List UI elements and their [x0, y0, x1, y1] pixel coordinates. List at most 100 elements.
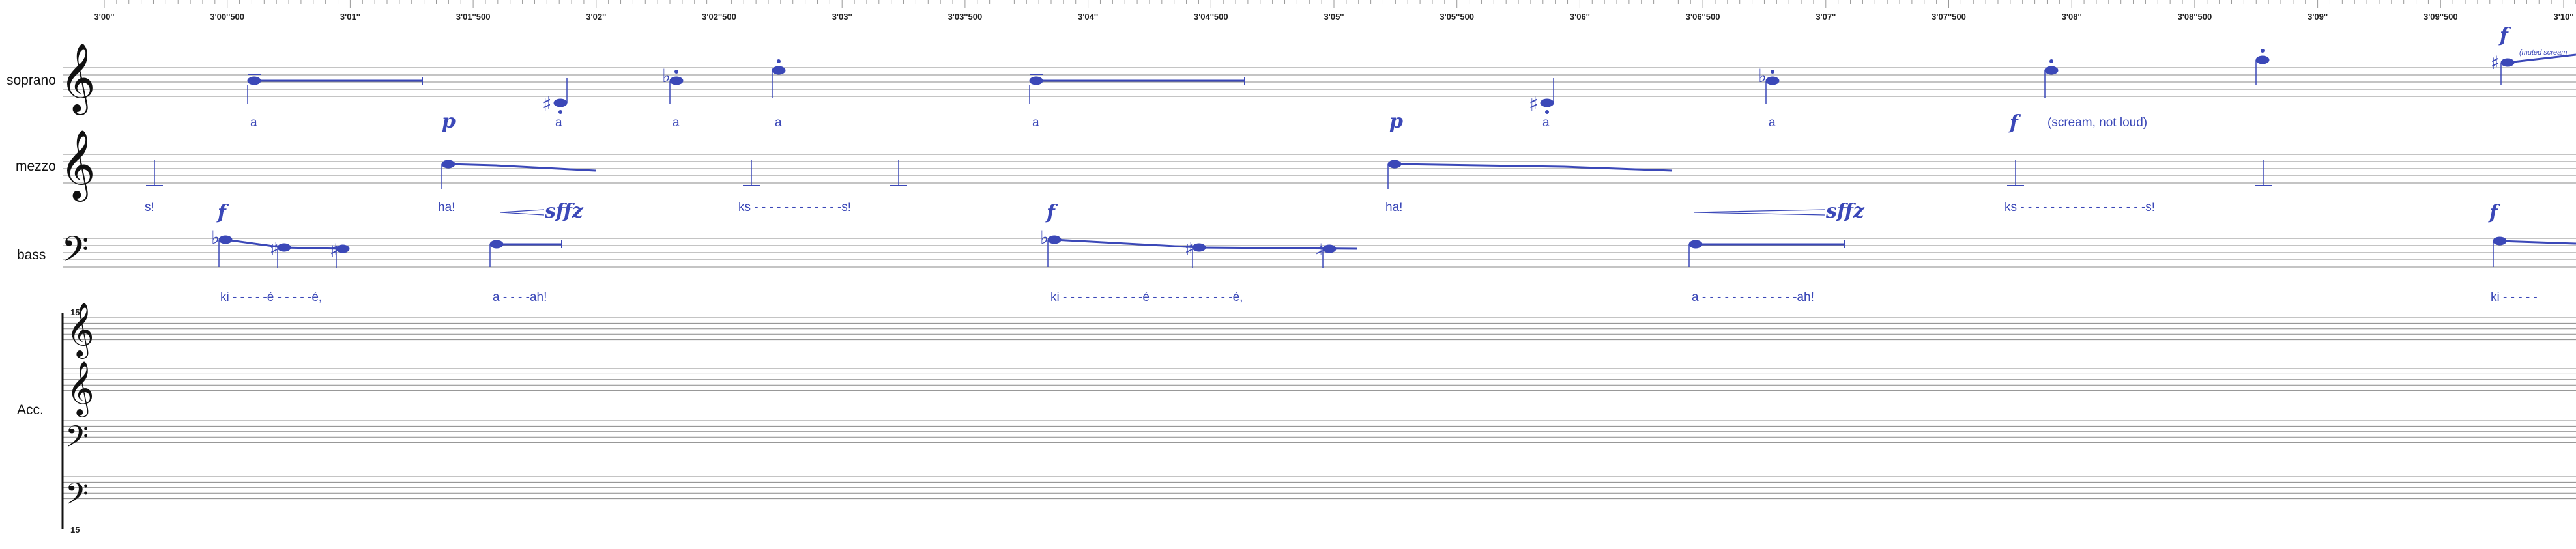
- timeline-label: 3'00'': [94, 12, 115, 21]
- lyric: a: [1769, 116, 1776, 130]
- flat-icon: ♭: [662, 65, 671, 87]
- timeline-label: 3'09'': [2308, 12, 2328, 21]
- treble-clef-icon: 𝄞: [60, 129, 95, 202]
- sharp-icon: ♯: [1315, 240, 1324, 261]
- staccato-dot: [1771, 70, 1774, 74]
- lyric: (scream, not loud): [2048, 116, 2147, 130]
- dynamic-marking: p: [442, 110, 456, 133]
- duration-line: [448, 163, 596, 172]
- lyric: a - - - -ah!: [493, 290, 547, 304]
- staccato-dot: [1545, 110, 1549, 114]
- timeline-label: 3'03''500: [948, 12, 983, 21]
- timeline-label: 3'01'': [340, 12, 360, 21]
- sharp-icon: ♯: [542, 93, 552, 116]
- lyric: ha!: [438, 201, 455, 214]
- treble-clef-icon: 𝄞: [66, 302, 94, 359]
- performance-note: (muted scream: [2519, 49, 2567, 57]
- dynamic-marking: p: [1389, 110, 1403, 133]
- lyric: ks - - - - - - - - - - - - - - - - -s!: [2004, 201, 2155, 214]
- sharp-icon: ♯: [330, 240, 339, 261]
- note-head: [1322, 244, 1337, 253]
- staccato-dot: [777, 59, 781, 63]
- timeline-label: 3'07'': [1816, 12, 1836, 21]
- staff-label-soprano: soprano: [7, 73, 56, 88]
- lyric: ki - - - - -: [2491, 290, 2538, 304]
- timeline-label: 3'05''500: [1440, 12, 1474, 21]
- dynamic-marking: f: [2498, 24, 2511, 47]
- note-head: [2044, 66, 2059, 75]
- timeline-label: 3'00''500: [210, 12, 244, 21]
- timeline-label: 3'06'': [1570, 12, 1590, 21]
- lyric: a - - - - - - - - - - - - -ah!: [1692, 290, 1814, 304]
- lyric: a: [775, 116, 782, 130]
- dynamic-marking: f: [2008, 111, 2021, 134]
- lyric: a: [1542, 116, 1550, 130]
- sharp-icon: ♯: [2491, 52, 2500, 74]
- timeline-label: 3'07''500: [1932, 12, 1966, 21]
- timeline-label: 3'08''500: [2178, 12, 2212, 21]
- flat-icon: ♭: [1758, 65, 1767, 87]
- dynamic-marking: f: [1045, 201, 1058, 224]
- staff-lines: [63, 67, 2576, 500]
- lyric: a: [555, 116, 562, 130]
- note-head: [277, 243, 291, 252]
- note-head: [1765, 76, 1780, 85]
- timeline-label: 3'02'': [586, 12, 606, 21]
- timeline-label: 3'03'': [832, 12, 852, 21]
- dynamic-marking: sffz: [544, 200, 584, 223]
- sharp-icon: ♯: [1185, 238, 1194, 260]
- timeline-label: 3'08'': [2062, 12, 2082, 21]
- staccato-dot: [674, 70, 678, 74]
- bass-notes: ♭ ♯ ♯ ♭ ♯ ♯: [211, 227, 2576, 268]
- staccato-dot: [2049, 59, 2053, 63]
- timeline-label: 3'06''500: [1686, 12, 1720, 21]
- treble-clef-icon: 𝄞: [60, 42, 95, 115]
- sharp-icon: ♯: [1529, 93, 1539, 116]
- glissando-line: [2507, 53, 2576, 64]
- ottava-marking-top: 15: [70, 307, 80, 317]
- timeline-label: 3'10'': [2554, 12, 2574, 21]
- glissando-line: [2499, 240, 2576, 245]
- note-head: [1192, 243, 1206, 252]
- note-head: [1540, 98, 1554, 107]
- lyric: a: [1032, 116, 1039, 130]
- staccato-dot: [558, 110, 562, 114]
- dynamic-marking: sffz: [1825, 200, 1865, 223]
- flat-icon: ♭: [1040, 227, 1049, 248]
- note-head: [772, 66, 786, 75]
- mezzo-notes: [146, 160, 2272, 216]
- staff-label-mezzo: mezzo: [16, 159, 56, 174]
- timeline-label: 3'05'': [1324, 12, 1344, 21]
- lyric: ki - - - - - - - - - - -é - - - - - - - …: [1050, 290, 1243, 304]
- note-head: [553, 98, 568, 107]
- bass-clef-icon: 𝄢: [65, 419, 89, 462]
- flat-icon: ♭: [211, 227, 220, 248]
- bass-clef-icon: 𝄢: [65, 477, 89, 519]
- note-head: [2255, 55, 2270, 64]
- dynamic-marking: f: [216, 201, 229, 224]
- soprano-notes: ♯ ♭ ♯ ♭ ♯: [247, 49, 2576, 116]
- lyric: s!: [145, 201, 154, 214]
- staff-label-bass: bass: [17, 247, 46, 262]
- timeline-label: 3'09''500: [2424, 12, 2458, 21]
- timeline-label: 3'04'': [1078, 12, 1098, 21]
- timeline-ruler: 3'00'' 3'00''500 3'01'' 3'01''500 3'02'' 3'02…: [94, 0, 2576, 21]
- ottava-marking-bottom: 15: [70, 525, 80, 535]
- lyric: ks - - - - - - - - - - - -s!: [738, 201, 851, 214]
- timeline-label: 3'01''500: [456, 12, 491, 21]
- dynamic-marking: f: [2488, 201, 2501, 224]
- sharp-icon: ♯: [270, 238, 279, 260]
- bass-clef-icon: 𝄢: [61, 229, 89, 279]
- staccato-dot: [2261, 49, 2265, 53]
- crescendo-hairpin: [500, 209, 545, 216]
- note-head: [669, 76, 684, 85]
- lyric: a: [250, 116, 257, 130]
- timeline-label: 3'04''500: [1194, 12, 1228, 21]
- duration-line: [1394, 163, 1673, 172]
- lyric: ha!: [1385, 201, 1402, 214]
- crescendo-hairpin: [1694, 209, 1825, 216]
- lyric: a: [673, 116, 680, 130]
- timeline-label: 3'02''500: [702, 12, 736, 21]
- staff-label-acc: Acc.: [17, 402, 44, 417]
